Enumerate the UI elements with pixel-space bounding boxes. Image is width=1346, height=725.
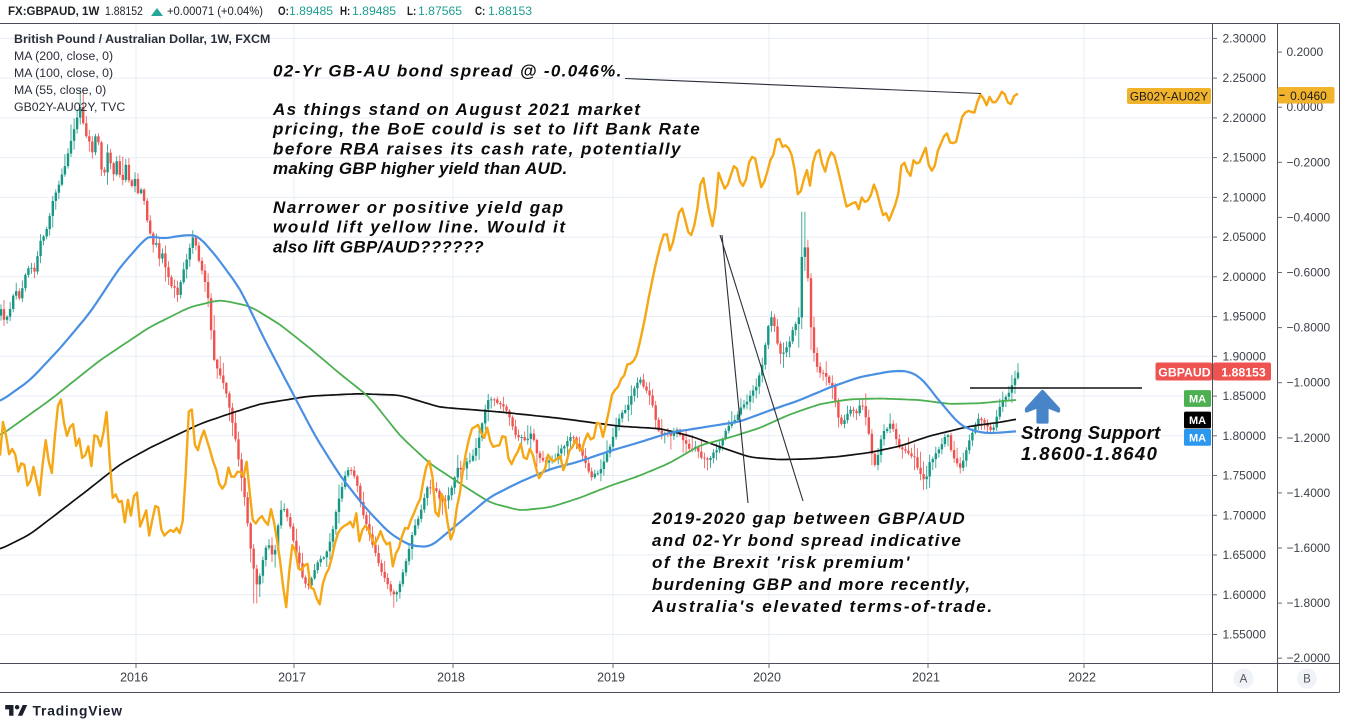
svg-text:making GBP higher yield than A: making GBP higher yield than AUD.	[273, 159, 567, 178]
svg-text:1.88153: 1.88153	[1221, 366, 1266, 380]
svg-text:−1.4000: −1.4000	[1287, 486, 1331, 500]
svg-text:2019: 2019	[597, 671, 625, 685]
svg-text:−0.4000: −0.4000	[1287, 210, 1331, 224]
svg-text:TradingView: TradingView	[33, 704, 123, 719]
svg-text:−0.8000: −0.8000	[1287, 321, 1331, 335]
svg-text:−1.6000: −1.6000	[1287, 541, 1331, 555]
svg-text:1.75000: 1.75000	[1223, 469, 1267, 483]
svg-text:pricing, the BoE could is set: pricing, the BoE could is set to lift Ba…	[272, 120, 701, 139]
svg-text:would lift yellow line. Would: would lift yellow line. Would it	[273, 218, 567, 237]
svg-text:2.30000: 2.30000	[1223, 31, 1267, 45]
svg-text:−1.2000: −1.2000	[1287, 431, 1331, 445]
svg-text:2016: 2016	[120, 671, 148, 685]
svg-text:−0.6000: −0.6000	[1287, 266, 1331, 280]
svg-text:−1.0000: −1.0000	[1287, 376, 1331, 390]
svg-text:burdening GBP and more recentl: burdening GBP and more recently,	[652, 575, 971, 594]
svg-text:MA: MA	[1189, 394, 1206, 406]
svg-text:2020: 2020	[753, 671, 781, 685]
svg-text:1.8600-1.8640: 1.8600-1.8640	[1021, 443, 1158, 464]
svg-text:1.85000: 1.85000	[1223, 389, 1267, 403]
svg-text:GBPAUD: GBPAUD	[1158, 366, 1210, 380]
svg-text:2018: 2018	[437, 671, 465, 685]
svg-text:GB02Y-AU02Y, TVC: GB02Y-AU02Y, TVC	[14, 100, 125, 114]
svg-text:Strong Support: Strong Support	[1021, 422, 1161, 443]
svg-text:MA (100, close, 0): MA (100, close, 0)	[14, 66, 113, 80]
svg-text:0.0460: 0.0460	[1290, 89, 1327, 103]
svg-text:02-Yr GB-AU bond spread @ -0.0: 02-Yr GB-AU bond spread @ -0.046%.	[273, 62, 623, 81]
svg-text:MA (200, close, 0): MA (200, close, 0)	[14, 49, 113, 63]
svg-text:Narrower or positive yield gap: Narrower or positive yield gap	[273, 198, 565, 217]
svg-text:−0.2000: −0.2000	[1287, 155, 1331, 169]
svg-text:2021: 2021	[912, 671, 940, 685]
svg-text:A: A	[1240, 674, 1248, 686]
svg-text:1.60000: 1.60000	[1223, 588, 1267, 602]
svg-text:British Pound / Australian Dol: British Pound / Australian Dollar, 1W, F…	[14, 32, 270, 46]
svg-text:2019-2020 gap between GBP/AUD: 2019-2020 gap between GBP/AUD	[651, 509, 966, 528]
svg-text:−1.8000: −1.8000	[1287, 596, 1331, 610]
svg-text:2.25000: 2.25000	[1223, 71, 1267, 85]
svg-text:0.2000: 0.2000	[1287, 45, 1324, 59]
svg-text:B: B	[1303, 674, 1311, 686]
svg-text:2022: 2022	[1068, 671, 1096, 685]
svg-text:also lift GBP/AUD??????: also lift GBP/AUD??????	[273, 237, 484, 256]
svg-text:1.80000: 1.80000	[1223, 429, 1267, 443]
svg-text:2.05000: 2.05000	[1223, 230, 1267, 244]
svg-text:Australia's elevated terms-of-: Australia's elevated terms-of-trade.	[651, 597, 994, 616]
svg-text:1.90000: 1.90000	[1223, 349, 1267, 363]
svg-text:1.65000: 1.65000	[1223, 548, 1267, 562]
svg-text:GB02Y-AU02Y: GB02Y-AU02Y	[1130, 89, 1208, 103]
svg-text:−2.0000: −2.0000	[1287, 651, 1331, 665]
svg-text:of the Brexit 'risk premium': of the Brexit 'risk premium'	[652, 553, 911, 572]
svg-text:0.0000: 0.0000	[1287, 100, 1324, 114]
svg-text:2.00000: 2.00000	[1223, 270, 1267, 284]
svg-text:1.95000: 1.95000	[1223, 310, 1267, 324]
svg-text:As things stand on August 2021: As things stand on August 2021 market	[272, 100, 641, 119]
svg-text:2.10000: 2.10000	[1223, 190, 1267, 204]
svg-text:MA: MA	[1189, 432, 1206, 444]
svg-text:2.15000: 2.15000	[1223, 151, 1267, 165]
svg-text:MA: MA	[1189, 415, 1206, 427]
svg-text:2.20000: 2.20000	[1223, 111, 1267, 125]
svg-text:1.55000: 1.55000	[1223, 628, 1267, 642]
svg-text:2017: 2017	[278, 671, 306, 685]
svg-text:MA (55, close, 0): MA (55, close, 0)	[14, 83, 106, 97]
svg-text:before RBA raises its cash rat: before RBA raises its cash rate, potenti…	[273, 139, 682, 158]
svg-text:and 02-Yr bond spread indicati: and 02-Yr bond spread indicative	[652, 531, 962, 550]
svg-text:1.70000: 1.70000	[1223, 508, 1267, 522]
